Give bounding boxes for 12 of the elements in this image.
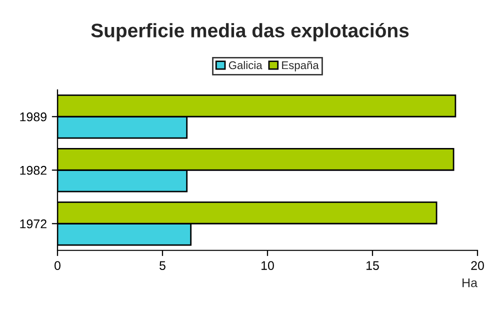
chart-title: Superficie media das explotacións xyxy=(91,22,409,42)
x-tick-label: 10 xyxy=(262,261,274,270)
legend-label: Galicia xyxy=(228,61,262,70)
y-tick-label: 1989 xyxy=(20,112,46,122)
x-tick-label: 20 xyxy=(471,261,484,270)
x-tick-label: 15 xyxy=(366,261,379,270)
x-tick-label: 5 xyxy=(160,261,166,270)
x-tick-label: 0 xyxy=(54,261,60,270)
x-axis-title: Ha xyxy=(462,278,478,288)
y-tick-label: 1972 xyxy=(20,219,46,228)
y-tick-label: 1982 xyxy=(20,166,46,175)
legend-label: España xyxy=(282,61,319,72)
